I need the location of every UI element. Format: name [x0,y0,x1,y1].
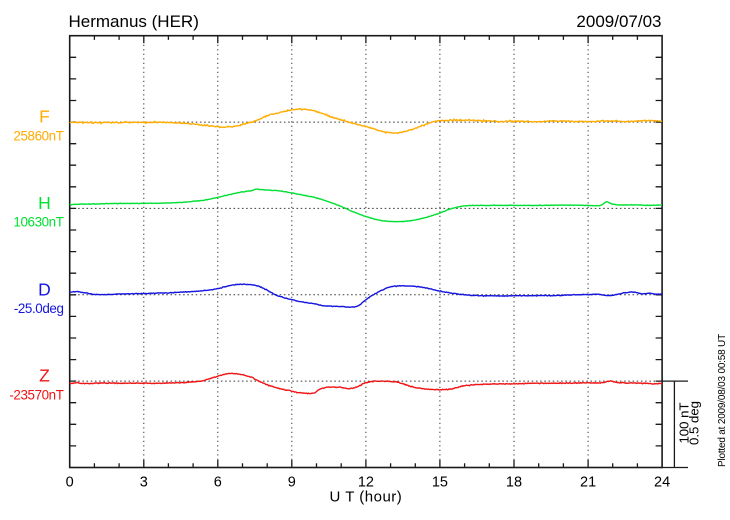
svg-text:-23570nT: -23570nT [9,387,63,402]
svg-text:3: 3 [140,474,148,490]
svg-text:25860nT: 25860nT [13,128,63,143]
svg-text:Z: Z [39,366,50,386]
svg-text:10630nT: 10630nT [13,215,63,230]
svg-text:12: 12 [358,474,374,490]
svg-text:0.5 deg: 0.5 deg [687,401,702,445]
svg-text:D: D [38,279,51,299]
svg-text:24: 24 [654,474,670,490]
svg-text:-25.0deg: -25.0deg [14,301,64,316]
svg-text:6: 6 [214,474,222,490]
svg-text:Hermanus (HER): Hermanus (HER) [69,12,199,31]
svg-text:21: 21 [580,474,596,490]
svg-text:0: 0 [66,474,74,490]
svg-text:Plotted at 2009/08/03 00:58 UT: Plotted at 2009/08/03 00:58 UT [717,334,728,467]
svg-text:100 nT: 100 nT [676,402,691,443]
svg-text:2009/07/03: 2009/07/03 [576,12,661,31]
svg-text:9: 9 [288,474,296,490]
svg-text:U T (hour): U T (hour) [329,488,402,505]
svg-text:H: H [38,193,51,213]
svg-text:15: 15 [432,474,448,490]
svg-text:18: 18 [506,474,522,490]
svg-text:F: F [39,107,50,127]
